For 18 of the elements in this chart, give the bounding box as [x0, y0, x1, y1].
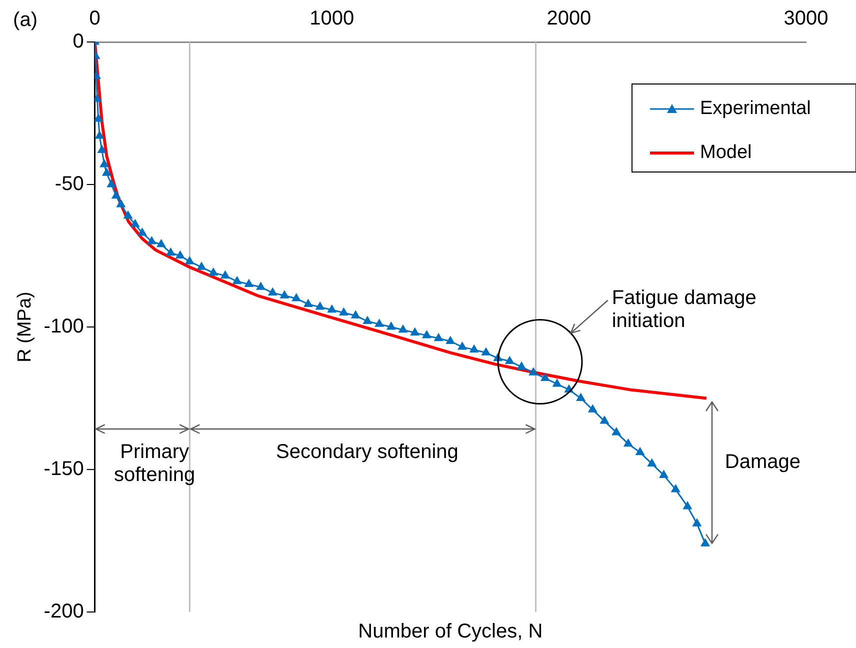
x-tick-label: 2000 [546, 8, 592, 30]
annotation: Damage [724, 450, 801, 473]
annotation: Primary softening [114, 441, 196, 486]
y-tick-label: -200 [44, 600, 84, 623]
annotation: Fatigue damage initiation [612, 286, 756, 332]
x-tick-label: 1000 [310, 8, 354, 30]
y-tick-label: -150 [44, 458, 84, 480]
x-tick-label: 3000 [784, 8, 828, 30]
y-tick-label: 0 [72, 30, 84, 53]
legend-label: Experimental [700, 98, 811, 120]
text: (a) [13, 9, 38, 32]
x-tick-label: 0 [89, 8, 100, 30]
legend-label: Model [700, 142, 752, 164]
y-axis-title: R (MPa) [14, 292, 36, 362]
y-tick-label: -100 [44, 316, 84, 338]
annotation: Secondary softening [276, 441, 458, 464]
x-axis-title: Number of Cycles, N [358, 620, 543, 643]
y-tick-label: -50 [54, 173, 84, 196]
